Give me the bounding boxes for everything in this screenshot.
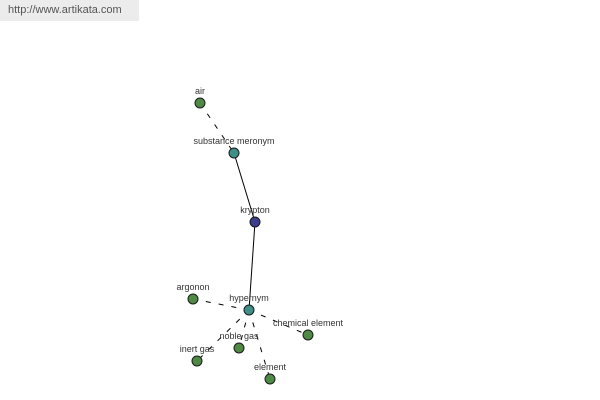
node-krypton[interactable] — [249, 216, 261, 228]
node-hypernym[interactable] — [243, 304, 255, 316]
node-label-substance-meronym: substance meronym — [193, 136, 274, 146]
edge-hypernym-chemical-element — [248, 309, 309, 336]
node-substance-meronym[interactable] — [228, 147, 240, 159]
node-label-hypernym: hypernym — [229, 293, 269, 303]
watermark-url: http://www.artikata.com — [0, 0, 139, 21]
node-noble-gas[interactable] — [233, 342, 245, 354]
node-label-krypton: krypton — [240, 205, 270, 215]
node-argonon[interactable] — [187, 293, 199, 305]
edge-air-substance-meronym — [199, 102, 235, 154]
node-label-element: element — [254, 362, 287, 372]
node-air[interactable] — [194, 97, 206, 109]
edge-hypernym-noble-gas — [238, 309, 250, 349]
node-label-chemical-element: chemical element — [273, 318, 344, 328]
node-label-noble-gas: noble gas — [219, 331, 259, 341]
node-inert-gas[interactable] — [191, 355, 203, 367]
edge-krypton-hypernym — [248, 221, 256, 311]
edge-substance-meronym-krypton — [233, 152, 256, 223]
node-chemical-element[interactable] — [302, 329, 314, 341]
node-label-argonon: argonon — [176, 282, 209, 292]
node-label-inert-gas: inert gas — [180, 344, 215, 354]
edge-hypernym-argonon — [192, 298, 250, 311]
node-element[interactable] — [264, 373, 276, 385]
node-label-air: air — [195, 86, 205, 96]
